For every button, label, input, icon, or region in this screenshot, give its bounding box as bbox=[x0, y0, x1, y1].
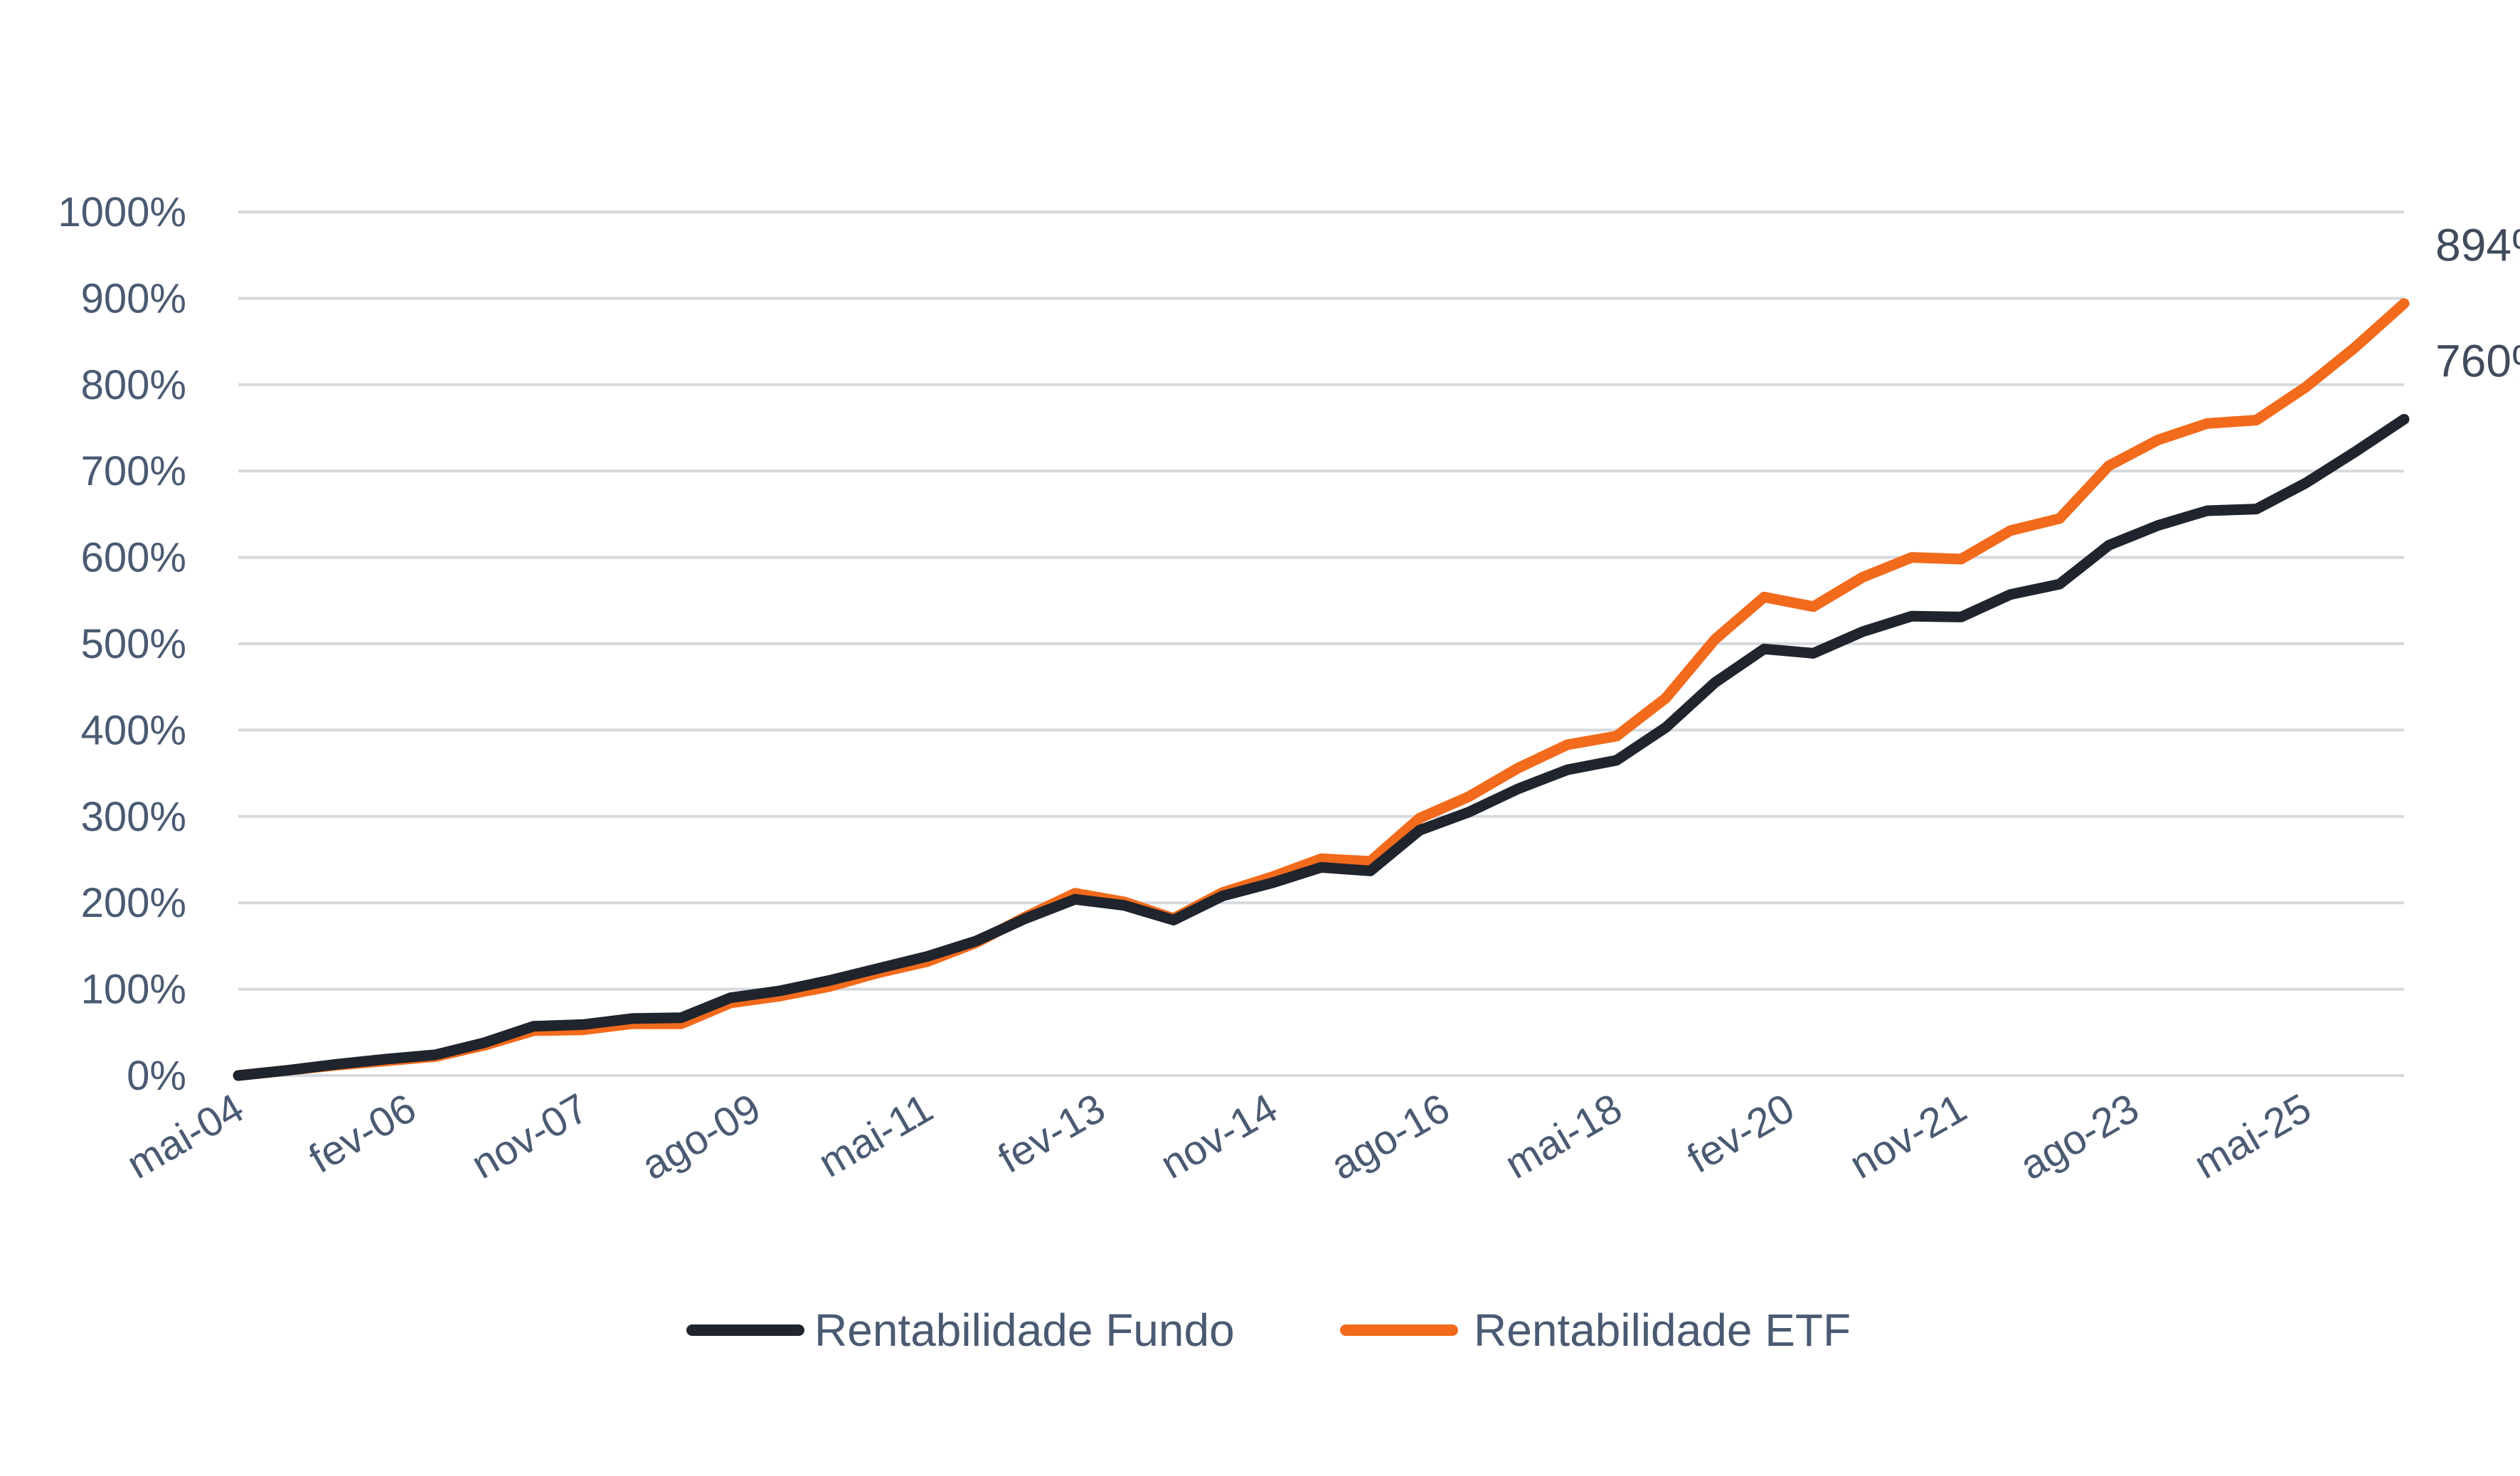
end-label: 894% bbox=[2435, 220, 2520, 271]
y-tick-label: 700% bbox=[81, 448, 186, 494]
x-tick-label: nov-14 bbox=[1153, 1085, 1285, 1188]
y-tick-label: 500% bbox=[81, 621, 186, 667]
y-tick-label: 200% bbox=[81, 880, 186, 926]
y-tick-label: 1000% bbox=[58, 189, 186, 235]
legend-label: Rentabilidade ETF bbox=[1474, 1305, 1851, 1356]
x-tick-label: fev-06 bbox=[302, 1085, 424, 1182]
y-tick-label: 600% bbox=[81, 535, 186, 581]
x-tick-label: fev-13 bbox=[990, 1085, 1112, 1182]
x-tick-label: mai-04 bbox=[119, 1085, 251, 1188]
series-line-etf bbox=[233, 298, 2410, 1081]
y-tick-label: 900% bbox=[81, 275, 186, 322]
end-labels: 760% 894% bbox=[2435, 220, 2520, 387]
y-tick-label: 0% bbox=[127, 1053, 186, 1099]
end-label: 760% bbox=[2435, 335, 2520, 386]
y-tick-label: 800% bbox=[81, 362, 186, 408]
y-tick-label: 400% bbox=[81, 707, 186, 753]
x-tick-label: mai-25 bbox=[2186, 1085, 2319, 1188]
x-tick-label: nov-21 bbox=[1842, 1085, 1974, 1188]
x-tick-label: ago-23 bbox=[2012, 1085, 2147, 1189]
x-axis-ticks: mai-04 fev-06 nov-07 ago-09 mai-11 fev-13 nov-… bbox=[119, 1085, 2319, 1189]
series-line-fundo bbox=[233, 413, 2410, 1081]
x-tick-label: ago-09 bbox=[634, 1085, 768, 1189]
y-axis-ticks: 0% 100% 200% 300% 400% 500% 600% 700% 800% 900% 10… bbox=[58, 189, 186, 1099]
x-tick-label: fev-20 bbox=[1679, 1085, 1802, 1182]
y-tick-label: 300% bbox=[81, 794, 186, 840]
y-tick-label: 100% bbox=[81, 967, 186, 1013]
legend-label: Rentabilidade Fundo bbox=[814, 1305, 1235, 1356]
x-tick-label: ago-16 bbox=[1323, 1085, 1457, 1189]
legend: Rentabilidade Fundo Rentabilidade ETF bbox=[686, 1305, 1851, 1356]
series-lines bbox=[233, 298, 2410, 1081]
x-tick-label: nov-07 bbox=[464, 1085, 596, 1188]
gridlines bbox=[238, 211, 2404, 991]
x-tick-label: mai-11 bbox=[811, 1085, 940, 1186]
x-tick-label: mai-18 bbox=[1497, 1085, 1630, 1188]
